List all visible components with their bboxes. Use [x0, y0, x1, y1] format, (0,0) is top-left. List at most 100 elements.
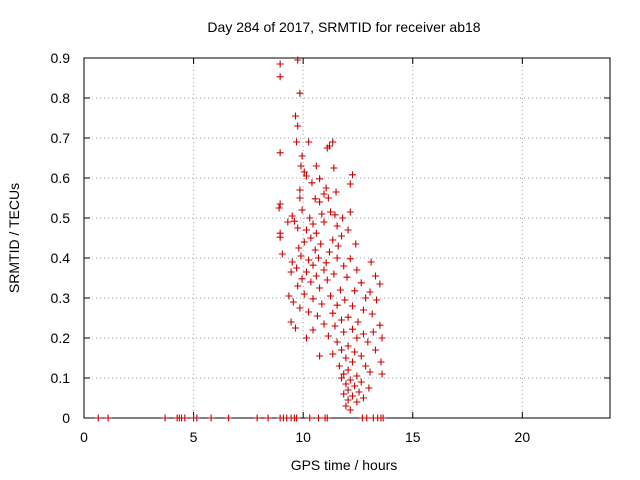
data-point — [379, 414, 387, 422]
data-point — [288, 258, 296, 266]
x-tick-label: 5 — [190, 429, 198, 445]
data-point — [305, 308, 313, 316]
y-tick-label: 0.9 — [51, 50, 71, 66]
data-point — [346, 406, 354, 414]
data-point — [324, 332, 332, 340]
data-point — [331, 322, 339, 330]
data-point — [181, 414, 189, 422]
data-point — [348, 358, 356, 366]
data-point — [296, 304, 304, 312]
y-tick-label: 0.4 — [51, 250, 71, 266]
data-point — [312, 272, 320, 280]
data-point — [297, 252, 305, 260]
data-point — [302, 172, 310, 180]
data-point — [276, 200, 284, 208]
data-point — [293, 138, 301, 146]
data-point — [300, 238, 308, 246]
data-point — [330, 164, 338, 172]
data-point — [352, 240, 360, 248]
data-point — [275, 204, 283, 212]
data-point — [323, 276, 331, 284]
data-point — [327, 208, 335, 216]
data-point — [298, 275, 306, 283]
data-point — [353, 334, 361, 342]
data-point — [366, 368, 374, 376]
data-point — [353, 372, 361, 380]
data-point — [309, 220, 317, 228]
y-tick-label: 0.6 — [51, 170, 71, 186]
data-point — [351, 348, 359, 356]
data-point — [364, 338, 372, 346]
data-point — [369, 328, 377, 336]
data-point — [376, 321, 384, 329]
data-point — [302, 268, 310, 276]
data-point — [354, 318, 362, 326]
data-point — [276, 60, 284, 68]
data-point — [338, 346, 346, 354]
data-point — [307, 234, 315, 242]
data-point — [315, 414, 323, 422]
data-points — [94, 56, 387, 422]
data-point — [307, 278, 315, 286]
data-point — [344, 366, 352, 374]
data-point — [333, 301, 341, 309]
data-point — [315, 254, 323, 262]
data-point — [293, 414, 301, 422]
data-point — [318, 210, 326, 218]
data-point — [294, 122, 302, 130]
data-point — [363, 414, 371, 422]
data-point — [348, 302, 356, 310]
data-point — [376, 280, 384, 288]
data-point — [284, 218, 292, 226]
y-tick-label: 0.5 — [51, 210, 71, 226]
data-point — [290, 217, 298, 225]
y-tick-label: 0 — [62, 410, 70, 426]
data-point — [344, 386, 352, 394]
data-point — [296, 89, 304, 97]
data-point — [193, 414, 201, 422]
data-point — [342, 380, 350, 388]
data-point — [351, 287, 359, 295]
data-point — [320, 320, 328, 328]
data-point — [302, 334, 310, 342]
data-point — [294, 56, 302, 64]
data-point — [338, 316, 346, 324]
data-point — [324, 194, 332, 202]
data-point — [316, 352, 324, 360]
data-point — [253, 414, 261, 422]
y-tick-labels: 0 0.1 0.2 0.3 0.4 0.5 0.6 0.7 0.8 0.9 — [51, 50, 71, 426]
data-point — [320, 266, 328, 274]
data-point — [343, 273, 351, 281]
data-point — [296, 194, 304, 202]
data-point — [342, 354, 350, 362]
data-point — [316, 198, 324, 206]
data-point — [306, 214, 314, 222]
data-point — [309, 295, 317, 303]
data-point — [359, 330, 367, 338]
data-point — [335, 362, 343, 370]
data-point — [378, 334, 386, 342]
data-point — [289, 298, 297, 306]
data-point — [338, 232, 346, 240]
data-point — [287, 318, 295, 326]
data-point — [309, 326, 317, 334]
x-tick-label: 15 — [405, 429, 421, 445]
data-point — [348, 325, 356, 333]
data-point — [278, 250, 286, 258]
y-tick-label: 0.3 — [51, 290, 71, 306]
data-point — [295, 244, 303, 252]
data-point — [294, 224, 302, 232]
data-point — [344, 396, 352, 404]
data-point — [329, 309, 337, 317]
data-point — [320, 190, 328, 198]
data-point — [373, 296, 381, 304]
data-point — [359, 306, 367, 314]
data-point — [318, 300, 326, 308]
data-point — [207, 414, 215, 422]
data-point — [276, 73, 284, 81]
data-point — [322, 184, 330, 192]
data-point — [344, 342, 352, 350]
data-point — [94, 414, 102, 422]
data-point — [332, 188, 340, 196]
data-point — [161, 414, 169, 422]
